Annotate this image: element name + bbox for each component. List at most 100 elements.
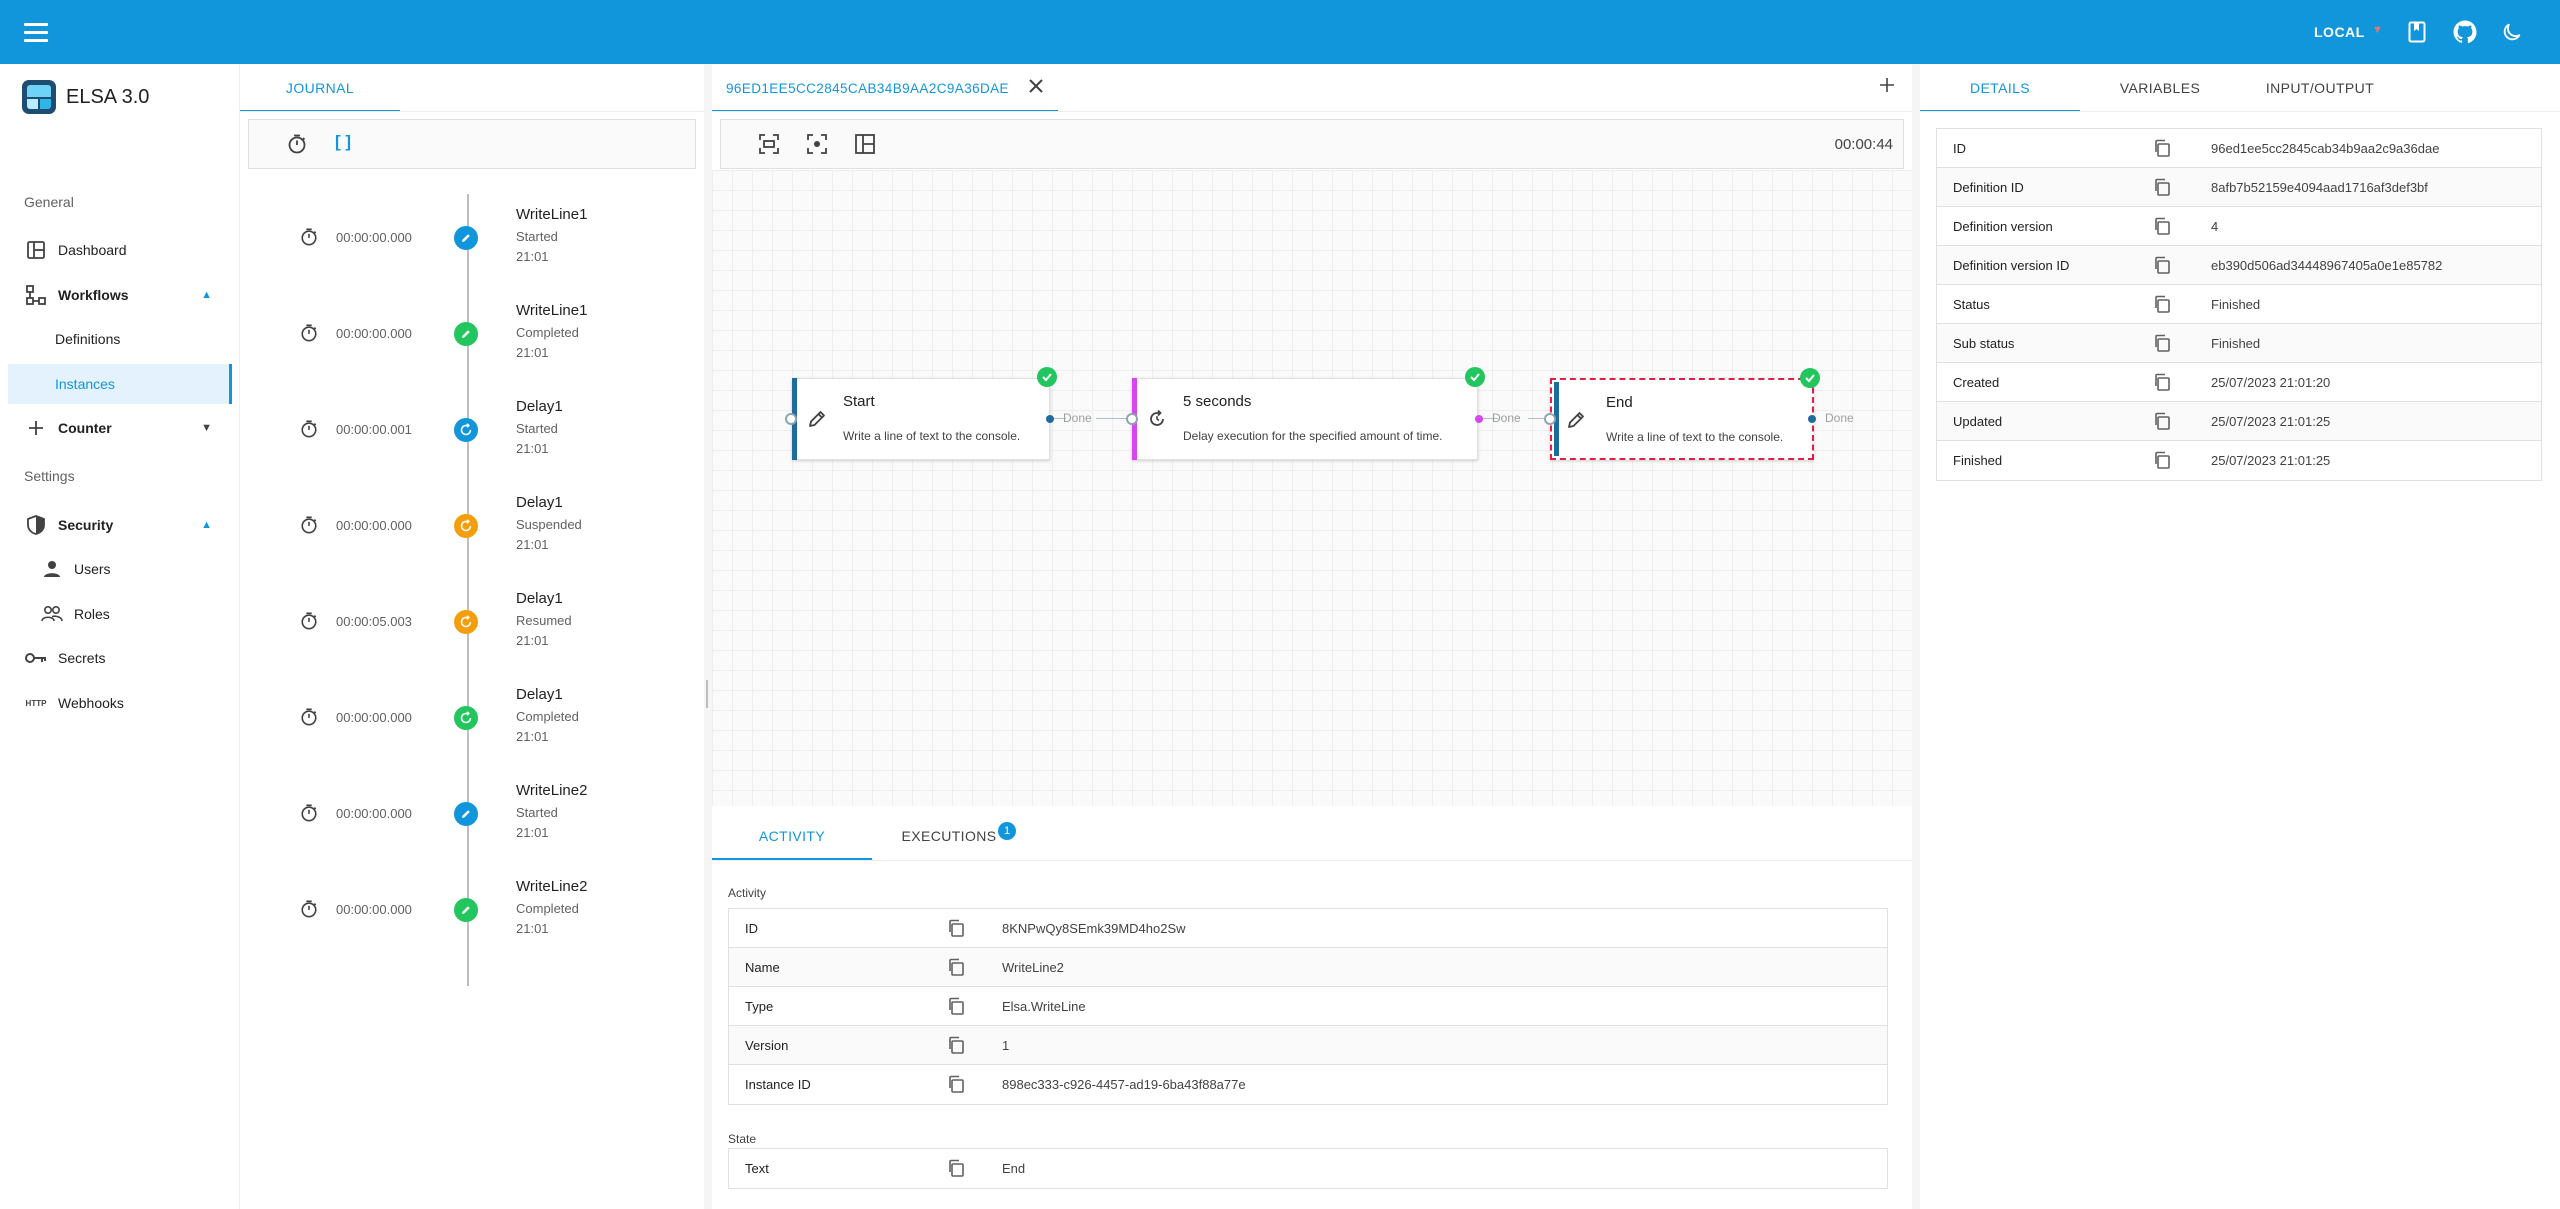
stopwatch-icon[interactable] [287, 134, 307, 157]
journal-entry[interactable]: 00:00:00.000 Delay1 Completed 21:01 [300, 676, 700, 772]
journal-entry[interactable]: 00:00:00.000 WriteLine2 Started 21:01 [300, 772, 700, 868]
copy-icon[interactable] [2153, 451, 2171, 469]
nav-item-workflows[interactable]: Workflows ▲ [0, 275, 232, 315]
journal-activity-name: Delay1 [516, 686, 563, 703]
copy-icon[interactable] [2153, 373, 2171, 391]
app-bar: LOCAL ▼ [0, 0, 2560, 64]
tab-details[interactable]: DETAILS [1920, 64, 2080, 112]
tab-input-output[interactable]: INPUT/OUTPUT [2265, 80, 2375, 96]
tab-activity[interactable]: ACTIVITY [712, 812, 872, 860]
nav-item-webhooks[interactable]: HTTP Webhooks [0, 683, 232, 723]
output-port[interactable] [1046, 415, 1054, 423]
splitter[interactable] [704, 64, 712, 1209]
copy-icon[interactable] [947, 1159, 965, 1177]
fit-screen-icon[interactable] [759, 134, 779, 157]
close-icon[interactable] [1028, 78, 1044, 97]
journal-entry[interactable]: 00:00:00.000 WriteLine1 Completed 21:01 [300, 292, 700, 388]
center-focus-icon[interactable] [807, 134, 827, 157]
journal-entry[interactable]: 00:00:00.000 Delay1 Suspended 21:01 [300, 484, 700, 580]
state-section-title: State [728, 1132, 757, 1146]
property-value: 4 [2211, 219, 2219, 234]
activity-node-start[interactable]: Start Write a line of text to the consol… [792, 367, 1057, 460]
journal-duration: 00:00:05.003 [336, 614, 412, 629]
copy-icon[interactable] [2153, 256, 2171, 274]
add-tab-icon[interactable] [1879, 77, 1895, 96]
journal-activity-name: Delay1 [516, 590, 563, 607]
dark-mode-icon[interactable] [2497, 17, 2527, 47]
copy-icon[interactable] [2153, 334, 2171, 352]
copy-icon[interactable] [2153, 412, 2171, 430]
copy-icon[interactable] [2153, 139, 2171, 157]
copy-icon[interactable] [947, 958, 965, 976]
elsa-logo-icon [22, 80, 56, 114]
property-row: ID 8KNPwQy8SEmk39MD4ho2Sw [729, 909, 1887, 948]
details-tabs: DETAILS VARIABLES INPUT/OUTPUT [1920, 64, 2400, 112]
journal-entry[interactable]: 00:00:00.000 WriteLine2 Completed 21:01 [300, 868, 700, 964]
nav-item-dashboard[interactable]: Dashboard [0, 230, 232, 270]
property-row: Finished 25/07/2023 21:01:25 [1937, 441, 2541, 480]
chevron-down-icon[interactable]: ▼ [2372, 24, 2383, 36]
tab-workflow-instance[interactable]: 96ED1EE5CC2845CAB34B9AA2C9A36DAE [712, 64, 1058, 112]
auto-layout-icon[interactable] [855, 134, 875, 157]
journal-entry[interactable]: 00:00:05.003 Delay1 Resumed 21:01 [300, 580, 700, 676]
refresh-icon [454, 418, 478, 442]
details-properties-table: ID 96ed1ee5cc2845cab34b9aa2c9a36dae Defini… [1936, 128, 2542, 481]
nav-item-secrets[interactable]: Secrets [0, 638, 232, 678]
activity-properties-table: ID 8KNPwQy8SEmk39MD4ho2Sw Name WriteLine2 Ty… [728, 908, 1888, 1105]
copy-icon[interactable] [2153, 217, 2171, 235]
group-icon [40, 602, 64, 626]
nav-item-instances[interactable]: Instances [8, 364, 232, 404]
tab-journal[interactable]: JOURNAL [240, 64, 400, 112]
property-key: Version [745, 1038, 789, 1053]
journal-status: Suspended [516, 517, 582, 532]
copy-icon[interactable] [947, 1075, 965, 1093]
nav-item-security[interactable]: Security ▲ [0, 505, 232, 545]
activity-node-delay[interactable]: 5 seconds Delay execution for the specif… [1132, 367, 1485, 460]
nav-item-users[interactable]: Users [0, 549, 232, 589]
refresh-icon [454, 706, 478, 730]
tab-executions[interactable]: EXECUTIONS [872, 812, 1026, 860]
activity-node-end[interactable]: End Write a line of text to the console. [1550, 368, 1820, 460]
canvas-resize-handle-left[interactable] [706, 680, 708, 708]
nav-item-roles[interactable]: Roles [0, 594, 232, 634]
stopwatch-icon [300, 804, 320, 824]
environment-selector[interactable]: LOCAL [2314, 24, 2365, 40]
menu-icon[interactable] [22, 20, 50, 44]
copy-icon[interactable] [947, 997, 965, 1015]
input-port[interactable] [1126, 413, 1138, 425]
workflow-canvas[interactable] [712, 170, 1912, 806]
input-port[interactable] [785, 413, 797, 425]
timeline-line [467, 194, 469, 986]
copy-icon[interactable] [2153, 178, 2171, 196]
stopwatch-icon [300, 612, 320, 632]
brand[interactable]: ELSA 3.0 [22, 80, 149, 114]
input-port[interactable] [1544, 413, 1556, 425]
journal-time: 21:01 [516, 921, 549, 936]
nav-item-counter[interactable]: Counter ▼ [0, 408, 232, 448]
copy-icon[interactable] [947, 919, 965, 937]
copy-icon[interactable] [2153, 295, 2171, 313]
tab-variables[interactable]: VARIABLES [2119, 80, 2201, 96]
property-value: Finished [2211, 297, 2261, 312]
workflow-instance-tab-label: 96ED1EE5CC2845CAB34B9AA2C9A36DAE [726, 80, 1009, 96]
journal-entry[interactable]: 00:00:00.001 Delay1 Started 21:01 [300, 388, 700, 484]
edge [1482, 418, 1498, 419]
journal-duration: 00:00:00.000 [336, 902, 412, 917]
details-panel: DETAILS VARIABLES INPUT/OUTPUT ID 96ed1ee… [1920, 64, 2560, 1209]
docs-icon[interactable] [2402, 17, 2432, 47]
brand-title: ELSA 3.0 [66, 85, 150, 108]
journal-time: 21:01 [516, 345, 549, 360]
output-port[interactable] [1808, 415, 1816, 423]
expand-brackets-icon[interactable]: [ ] [335, 132, 352, 151]
github-icon[interactable] [2450, 17, 2480, 47]
output-port[interactable] [1475, 415, 1483, 423]
splitter[interactable] [1912, 64, 1920, 1209]
copy-icon[interactable] [947, 1036, 965, 1054]
journal-entry[interactable]: 00:00:00.000 WriteLine1 Started 21:01 [300, 196, 700, 292]
key-icon [24, 646, 48, 670]
nav-item-definitions[interactable]: Definitions [0, 319, 232, 359]
pencil-icon [1566, 410, 1588, 432]
property-key: Status [1953, 297, 1990, 312]
property-key: Created [1953, 375, 2000, 390]
nav-section-settings: Settings [24, 468, 75, 484]
